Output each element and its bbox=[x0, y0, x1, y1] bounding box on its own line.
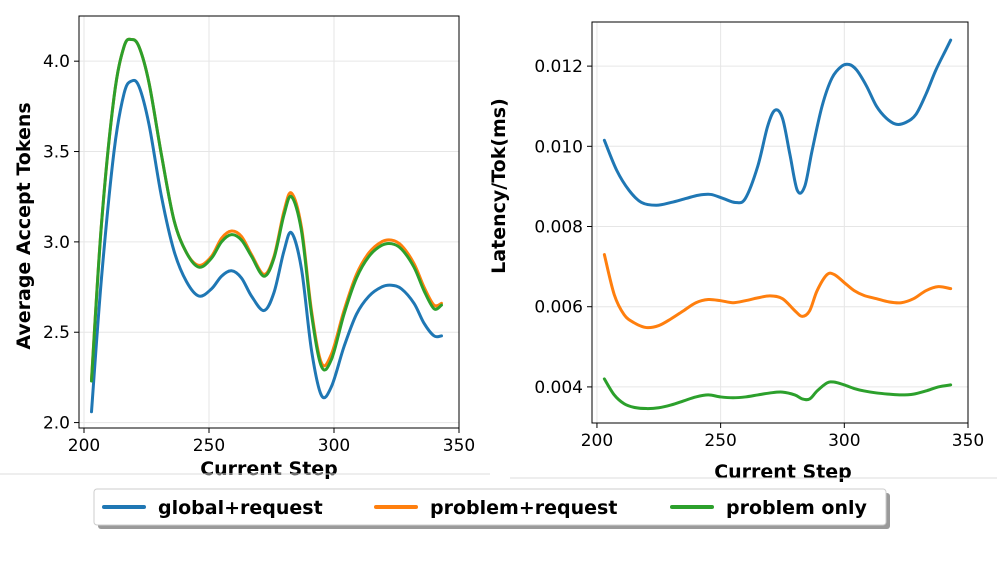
legend-label-problem-request: problem+request bbox=[430, 497, 617, 519]
latency-y-axis-label: Latency/Tok(ms) bbox=[488, 98, 510, 274]
latency-x-tick-label: 250 bbox=[704, 431, 736, 451]
accept-tokens-y-tick-label: 4.0 bbox=[43, 52, 70, 72]
legend-entry-problem-request: problem+request bbox=[374, 497, 617, 519]
latency-series-global-request bbox=[602, 38, 953, 207]
legend-label-problem-only: problem only bbox=[726, 497, 868, 519]
latency-x-tick-label: 200 bbox=[581, 431, 613, 451]
latency-y-tick-label: 0.006 bbox=[534, 298, 583, 318]
latency-x-tick-label: 300 bbox=[828, 431, 860, 451]
legend-box bbox=[93, 488, 887, 526]
accept-tokens-plot: 200 250 300 350 2.0 2.5 3.0 3.5 4.0 Current Step… bbox=[13, 15, 475, 480]
accept-tokens-x-axis-label: Current Step bbox=[200, 458, 338, 480]
accept-tokens-x-tick-label: 350 bbox=[443, 436, 475, 456]
legend-entry-problem-only: problem only bbox=[670, 497, 868, 519]
accept-tokens-x-tick-label: 200 bbox=[68, 436, 100, 456]
latency-x-tick-label: 350 bbox=[952, 431, 984, 451]
accept-tokens-y-tick-label: 2.5 bbox=[43, 323, 70, 343]
legend: global+request problem+request problem o… bbox=[93, 488, 890, 529]
accept-tokens-x-tick-label: 300 bbox=[318, 436, 350, 456]
legend-entry-global-request: global+request bbox=[102, 497, 323, 519]
accept-tokens-series-problem-only bbox=[90, 37, 443, 383]
accept-tokens-y-tick-label: 3.5 bbox=[43, 143, 70, 163]
accept-tokens-x-tick-label: 250 bbox=[193, 436, 225, 456]
latency-series-problem-request bbox=[602, 253, 953, 330]
accept-tokens-y-tick-label: 3.0 bbox=[43, 233, 70, 253]
accept-tokens-series-problem-request bbox=[90, 37, 443, 381]
latency-axes-frame bbox=[591, 21, 969, 424]
latency-y-tick-label: 0.004 bbox=[534, 378, 583, 398]
latency-y-tick-label: 0.012 bbox=[534, 57, 583, 77]
latency-x-axis-label: Current Step bbox=[714, 461, 852, 483]
latency-y-tick-label: 0.008 bbox=[534, 218, 583, 238]
latency-y-tick-label: 0.010 bbox=[534, 137, 583, 157]
accept-tokens-y-axis-label: Average Accept Tokens bbox=[13, 102, 35, 349]
legend-label-global-request: global+request bbox=[158, 497, 323, 519]
accept-tokens-axes-frame bbox=[78, 15, 460, 429]
latency-plot: 200 250 300 350 0.004 0.006 0.008 0.010 0.012 Cu… bbox=[488, 21, 984, 483]
latency-series-problem-only bbox=[602, 377, 953, 411]
accept-tokens-y-tick-label: 2.0 bbox=[43, 414, 70, 434]
accept-tokens-series-global-request bbox=[90, 78, 443, 414]
